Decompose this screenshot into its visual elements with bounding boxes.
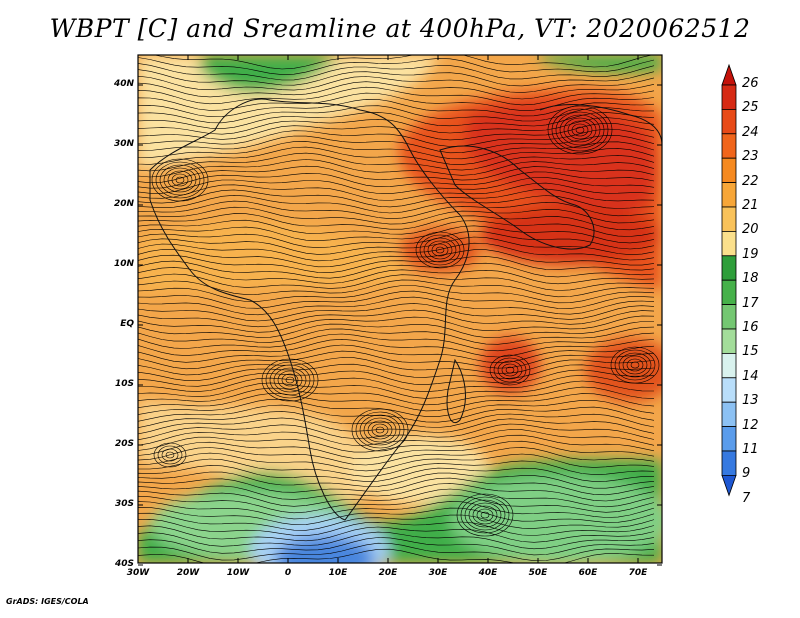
map-title: WBPT [C] and Sreamline at 400hPa, VT: 20… <box>49 14 751 43</box>
colorbar-label: 19 <box>742 246 759 262</box>
grads-credit: GrADS: IGES/COLA <box>6 597 89 606</box>
colorbar-label: 17 <box>742 295 759 311</box>
colorbar-segment <box>721 109 737 135</box>
plot-frame <box>137 54 663 564</box>
colorbar-segment <box>721 182 737 208</box>
colorbar-label: 24 <box>742 124 759 140</box>
colorbar-segment <box>721 401 737 428</box>
lon-label: 10W <box>226 568 250 578</box>
lat-label: 20S <box>114 439 134 449</box>
colorbar-segment <box>721 279 737 306</box>
lon-label: 60E <box>578 568 598 578</box>
colorbar-label: 11 <box>742 442 759 457</box>
colorbar-segment <box>721 157 737 183</box>
colorbar-bottom-arrow <box>721 474 737 497</box>
colorbar-label: 15 <box>742 344 759 360</box>
colorbar <box>721 63 737 497</box>
colorbar-segment <box>721 84 737 110</box>
colorbar-label: 14 <box>742 368 759 384</box>
lon-label: 30E <box>428 568 448 578</box>
streamlines <box>138 55 660 563</box>
colorbar-segment <box>721 377 737 403</box>
colorbar-segment <box>721 426 737 452</box>
colorbar-label: 9 <box>742 466 751 482</box>
colorbar-label: 22 <box>742 173 759 189</box>
colorbar-label: 21 <box>742 198 759 213</box>
temperature-field <box>138 55 662 563</box>
colorbar-top-arrow <box>721 63 737 86</box>
lon-label: 20E <box>378 568 398 578</box>
colorbar-segment <box>721 255 737 281</box>
coastlines <box>149 98 662 521</box>
lon-label: 0 <box>284 568 292 578</box>
colorbar-label: 25 <box>742 100 759 116</box>
colorbar-segment <box>721 450 737 476</box>
lon-label: 70E <box>628 568 648 578</box>
colorbar-label: 18 <box>742 271 759 287</box>
colorbar-segment <box>721 206 737 232</box>
lon-label: 50E <box>528 568 548 578</box>
lat-label: 30N <box>113 139 134 149</box>
lon-label: 40E <box>478 568 498 578</box>
lat-label: EQ <box>120 319 134 329</box>
lat-label: 20N <box>113 199 134 209</box>
axis-ticks <box>137 55 662 566</box>
lat-label: 40N <box>113 79 134 89</box>
colorbar-segment <box>721 352 737 379</box>
colorbar-segment <box>721 230 737 257</box>
colorbar-segment <box>721 133 737 159</box>
colorbar-label: 12 <box>742 417 759 433</box>
colorbar-label: 23 <box>742 149 759 165</box>
lon-label: 30W <box>126 568 150 578</box>
lat-label: 10N <box>113 259 134 269</box>
colorbar-segment <box>721 304 737 330</box>
lon-label: 10E <box>328 568 348 578</box>
colorbar-label: 26 <box>742 76 759 91</box>
lat-label: 40S <box>114 559 134 569</box>
colorbar-label: 16 <box>742 320 759 335</box>
lon-label: 20W <box>176 568 200 578</box>
colorbar-segment <box>721 328 737 354</box>
lat-label: 30S <box>114 499 134 509</box>
lat-label: 10S <box>114 379 134 389</box>
colorbar-label: 7 <box>742 490 751 506</box>
colorbar-label: 20 <box>742 222 759 238</box>
colorbar-label: 13 <box>742 393 759 409</box>
